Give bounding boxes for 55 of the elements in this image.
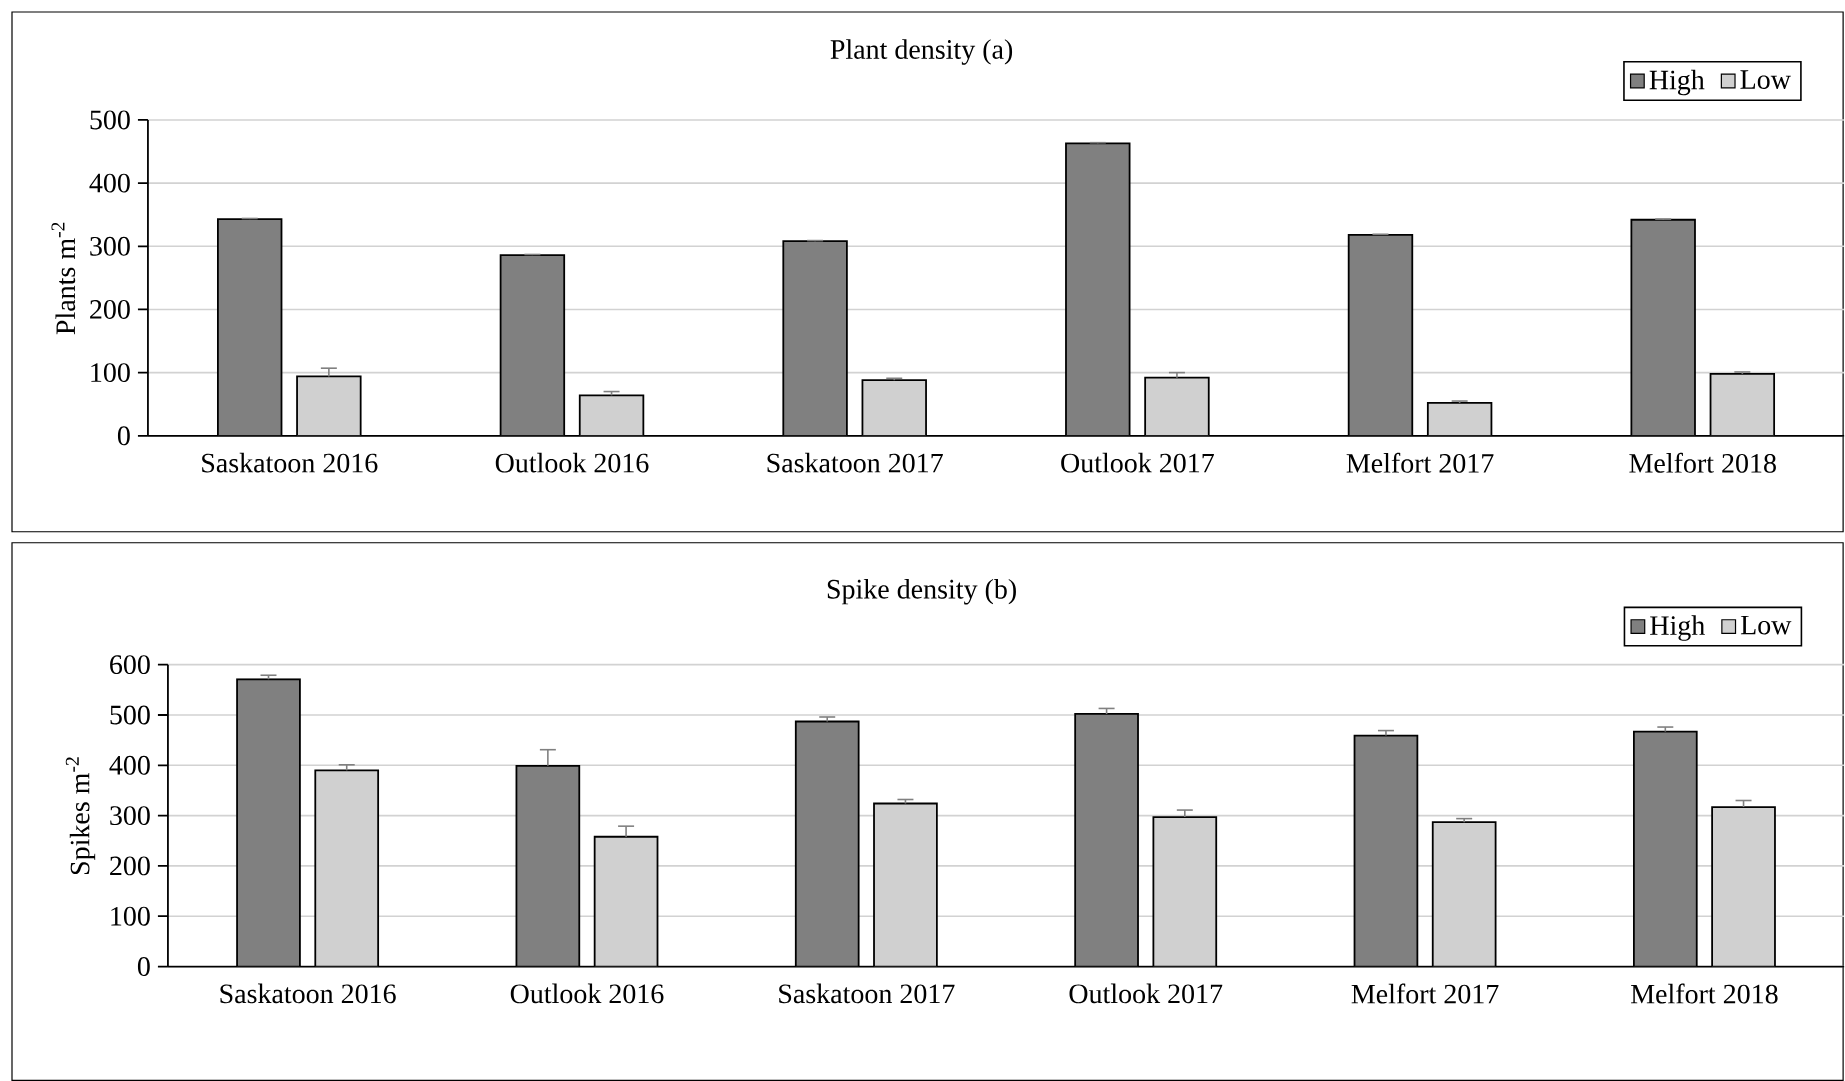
x-tick-label: Saskatoon 2016 <box>202 452 378 473</box>
y-tick-label: 300 <box>110 805 150 825</box>
bar <box>795 721 859 967</box>
bar <box>1711 805 1776 967</box>
x-tick-label: Melfort 2017 <box>1351 983 1499 1004</box>
x-tick-label: Melfort 2018 <box>1629 452 1776 473</box>
x-tick-label: Melfort 2017 <box>1346 452 1494 473</box>
y-tick-label: 200 <box>90 299 130 319</box>
bar <box>1432 821 1496 967</box>
bar <box>874 803 937 967</box>
y-tick-label: 300 <box>90 236 130 256</box>
chart-title: Spike density (b) <box>827 578 1016 605</box>
y-axis-title: Plants m$^{-2}$ <box>51 222 76 335</box>
x-tick-label: Saskatoon 2016 <box>220 983 396 1004</box>
bar <box>500 254 565 436</box>
legend-label: High <box>1649 69 1705 96</box>
bar <box>237 679 300 967</box>
bar <box>217 218 282 436</box>
chart-title: Plant density (a) <box>830 38 1013 65</box>
y-tick-label: 500 <box>110 705 150 725</box>
y-tick-label: 600 <box>110 654 150 674</box>
x-tick-label: Saskatoon 2017 <box>779 983 955 1004</box>
y-tick-label: 100 <box>91 362 130 382</box>
y-axis-title: Spikes m$^{-2}$ <box>65 757 96 874</box>
bar <box>1427 402 1492 436</box>
bar <box>1709 372 1776 436</box>
y-tick-label: 0 <box>137 956 150 976</box>
x-tick-label: Outlook 2016 <box>510 983 664 1004</box>
bar <box>1145 377 1209 436</box>
legend-label: Low <box>1740 615 1792 635</box>
bar <box>1065 143 1130 436</box>
bar <box>1632 730 1698 967</box>
x-tick-label: Saskatoon 2017 <box>767 452 943 473</box>
bar <box>1348 234 1413 436</box>
legend-label: Low <box>1740 70 1791 89</box>
x-tick-label: Outlook 2017 <box>1069 983 1223 1004</box>
legend-label: High <box>1650 615 1705 641</box>
bar <box>1630 218 1696 436</box>
bar <box>783 240 847 436</box>
y-tick-label: 400 <box>109 755 150 775</box>
bar <box>1153 816 1217 967</box>
y-tick-label: 200 <box>110 856 150 876</box>
bar <box>1075 713 1139 967</box>
y-tick-label: 500 <box>90 110 130 130</box>
y-tick-label: 400 <box>89 173 130 193</box>
bar <box>579 395 644 436</box>
bar <box>315 770 379 967</box>
x-tick-label: Outlook 2017 <box>1061 452 1214 473</box>
x-tick-label: Outlook 2016 <box>495 452 649 473</box>
y-tick-label: 0 <box>117 426 130 445</box>
bar <box>1354 735 1418 967</box>
x-tick-label: Melfort 2018 <box>1631 983 1778 1004</box>
bar <box>297 376 361 436</box>
y-tick-label: 100 <box>111 906 150 926</box>
bar <box>862 379 927 436</box>
